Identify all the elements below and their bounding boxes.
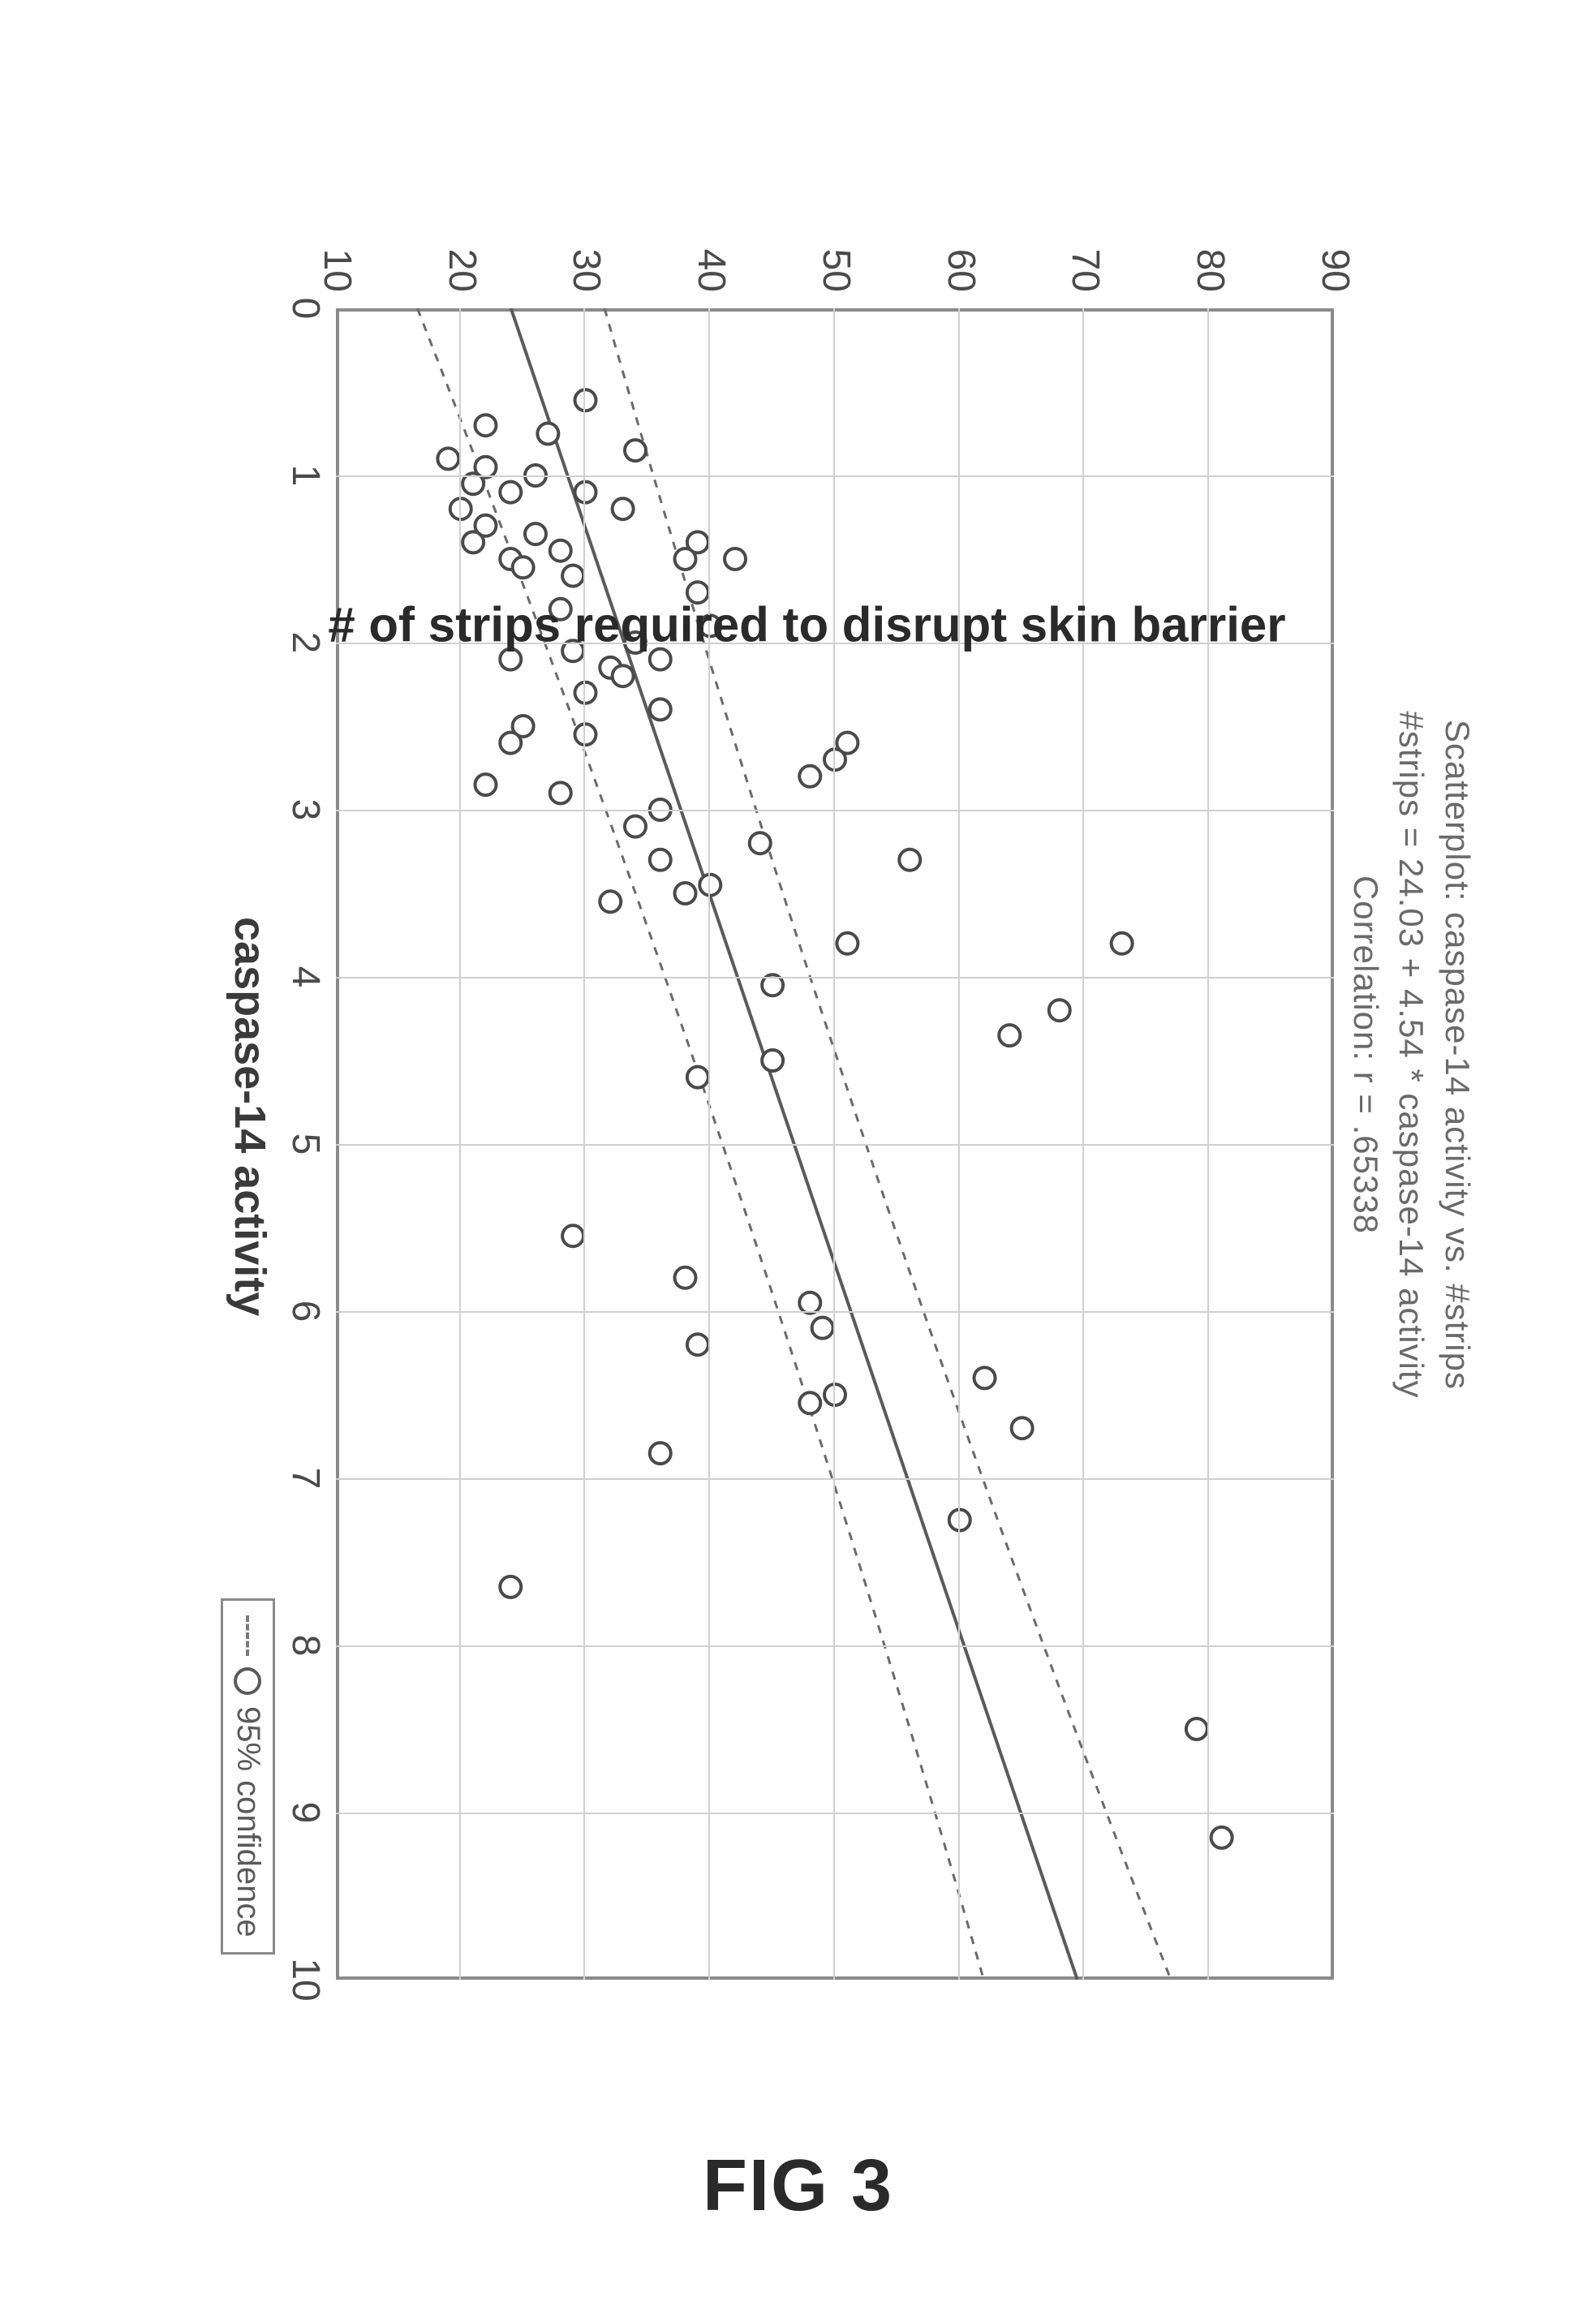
scatter-point <box>1185 1718 1207 1740</box>
scatter-point <box>512 557 533 578</box>
scatter-chart: Scatterplot: caspase-14 activity vs. #st… <box>109 81 1488 2028</box>
scatter-point <box>1048 1000 1069 1021</box>
x-tick-label: 8 <box>283 1613 328 1678</box>
scatter-point <box>899 849 920 871</box>
y-tick-label: 50 <box>813 219 858 292</box>
scatter-point <box>525 523 546 544</box>
scatter-point <box>725 548 746 570</box>
scatter-point <box>686 1334 708 1355</box>
x-tick-label: 1 <box>283 443 328 508</box>
x-tick-label: 6 <box>283 1279 328 1344</box>
x-tick-label: 4 <box>283 944 328 1009</box>
x-tick-label: 7 <box>283 1446 328 1511</box>
x-tick-label: 5 <box>283 1112 328 1176</box>
x-tick-label: 0 <box>283 276 328 341</box>
scatter-point <box>500 482 521 503</box>
scatter-point <box>799 766 820 787</box>
scatter-point <box>500 733 521 754</box>
x-tick-label: 2 <box>283 610 328 675</box>
scatter-point <box>1011 1417 1032 1439</box>
scatter-point <box>475 774 496 795</box>
x-tick-label: 9 <box>283 1780 328 1845</box>
y-tick-label: 90 <box>1312 219 1357 292</box>
scatter-point <box>674 548 695 570</box>
scatter-point <box>537 424 558 445</box>
scatter-point <box>837 933 858 954</box>
scatter-point <box>462 531 484 553</box>
legend-dashed-line-icon <box>246 1615 249 1656</box>
y-tick-label: 70 <box>1063 219 1108 292</box>
y-tick-label: 60 <box>938 219 983 292</box>
scatter-point <box>811 1318 832 1339</box>
legend-box: 95% confidence <box>221 1598 275 1955</box>
scatter-point <box>612 665 633 686</box>
scatter-point <box>649 1443 670 1464</box>
scatter-point <box>612 498 633 519</box>
chart-title-line-2: #strips = 24.03 + 4.54 * caspase-14 acti… <box>1387 81 1434 2028</box>
scatter-point <box>1211 1827 1232 1848</box>
scatter-point <box>974 1367 995 1388</box>
scatter-point <box>475 415 496 436</box>
chart-title-line-3: Correlation: r = .65338 <box>1341 81 1387 2028</box>
scatter-point <box>674 883 695 904</box>
chart-title-block: Scatterplot: caspase-14 activity vs. #st… <box>1341 81 1487 2028</box>
plot-area <box>336 308 1334 1980</box>
scatter-point <box>549 782 570 803</box>
scatter-point <box>600 891 621 912</box>
y-tick-label: 80 <box>1188 219 1232 292</box>
scatter-point <box>500 1576 521 1598</box>
scatter-point <box>749 832 770 854</box>
scatter-point <box>1111 933 1132 954</box>
y-tick-label: 40 <box>689 219 733 292</box>
scatter-point <box>674 1267 695 1288</box>
scatter-point <box>799 1392 820 1413</box>
scatter-point <box>562 1225 583 1246</box>
y-tick-label: 30 <box>564 219 609 292</box>
legend-label: 95% confidence <box>230 1706 266 1938</box>
scatter-point <box>649 699 670 720</box>
y-axis-title: # of strips required to disrupt skin bar… <box>328 597 1285 653</box>
scatter-point <box>549 540 570 561</box>
scatter-point <box>799 1292 820 1314</box>
scatter-point <box>625 440 646 461</box>
scatter-point <box>999 1025 1020 1046</box>
y-tick-label: 20 <box>439 219 484 292</box>
scatter-point <box>762 1050 783 1071</box>
x-tick-label: 10 <box>283 1947 328 2012</box>
legend-marker-icon <box>234 1667 261 1695</box>
x-tick-label: 3 <box>283 777 328 842</box>
scatter-point <box>686 1067 708 1088</box>
scatter-point <box>562 566 583 587</box>
figure-label: FIG 3 <box>0 2144 1596 2228</box>
scatter-point <box>649 849 670 871</box>
scatter-point <box>437 448 458 469</box>
x-axis-title: caspase-14 activity <box>225 917 275 1316</box>
scatter-point <box>625 816 646 837</box>
chart-title-line-1: Scatterplot: caspase-14 activity vs. #st… <box>1434 81 1480 2028</box>
scatter-chart-rotated: Scatterplot: caspase-14 activity vs. #st… <box>109 81 1488 2028</box>
